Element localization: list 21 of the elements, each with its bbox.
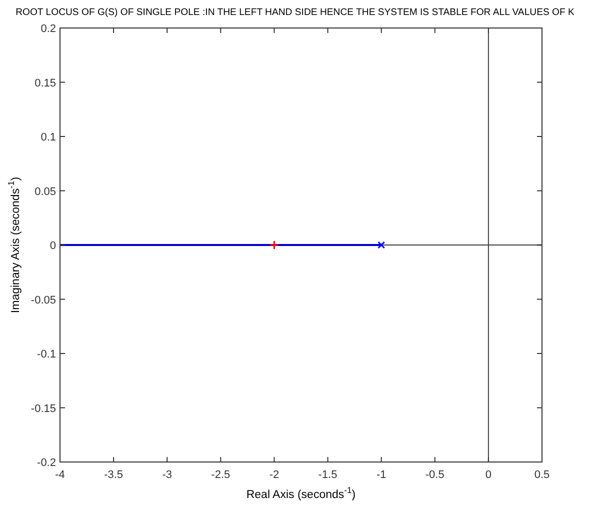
x-tick-label: -2.5	[211, 469, 230, 481]
y-tick-label: 0.15	[34, 77, 56, 90]
x-axis-title: Real Axis (seconds$^{-1}$)	[246, 485, 356, 501]
y-tick-label: -0.2	[37, 457, 56, 469]
y-tick-label: 0.2	[40, 23, 56, 35]
x-tick-label: -3.5	[104, 469, 124, 481]
y-tick-label: 0	[50, 240, 56, 252]
y-tick-label: 0.1	[40, 132, 56, 144]
chart-title: ROOT LOCUS OF G(S) OF SINGLE POLE :IN THE LEFT HAND SIDE HENCE THE SYSTEM IS STABLE FOR ALL VALUES OF K	[16, 7, 576, 18]
x-tick-label: -1	[376, 469, 386, 481]
x-tick-label: -4	[55, 469, 65, 481]
y-tick-label: -0.15	[30, 402, 56, 415]
y-tick-label: -0.1	[37, 348, 56, 360]
y-tick-label: -0.05	[30, 294, 56, 306]
x-tick-label: 0	[485, 469, 492, 481]
x-tick-label: -2	[269, 469, 280, 481]
x-tick-label: -3	[162, 469, 172, 481]
x-tick-label: 0.5	[534, 469, 550, 481]
x-tick-label: -1.5	[318, 469, 338, 481]
y-tick-label: 0.05	[34, 186, 56, 198]
x-tick-label: -0.5	[425, 469, 444, 481]
